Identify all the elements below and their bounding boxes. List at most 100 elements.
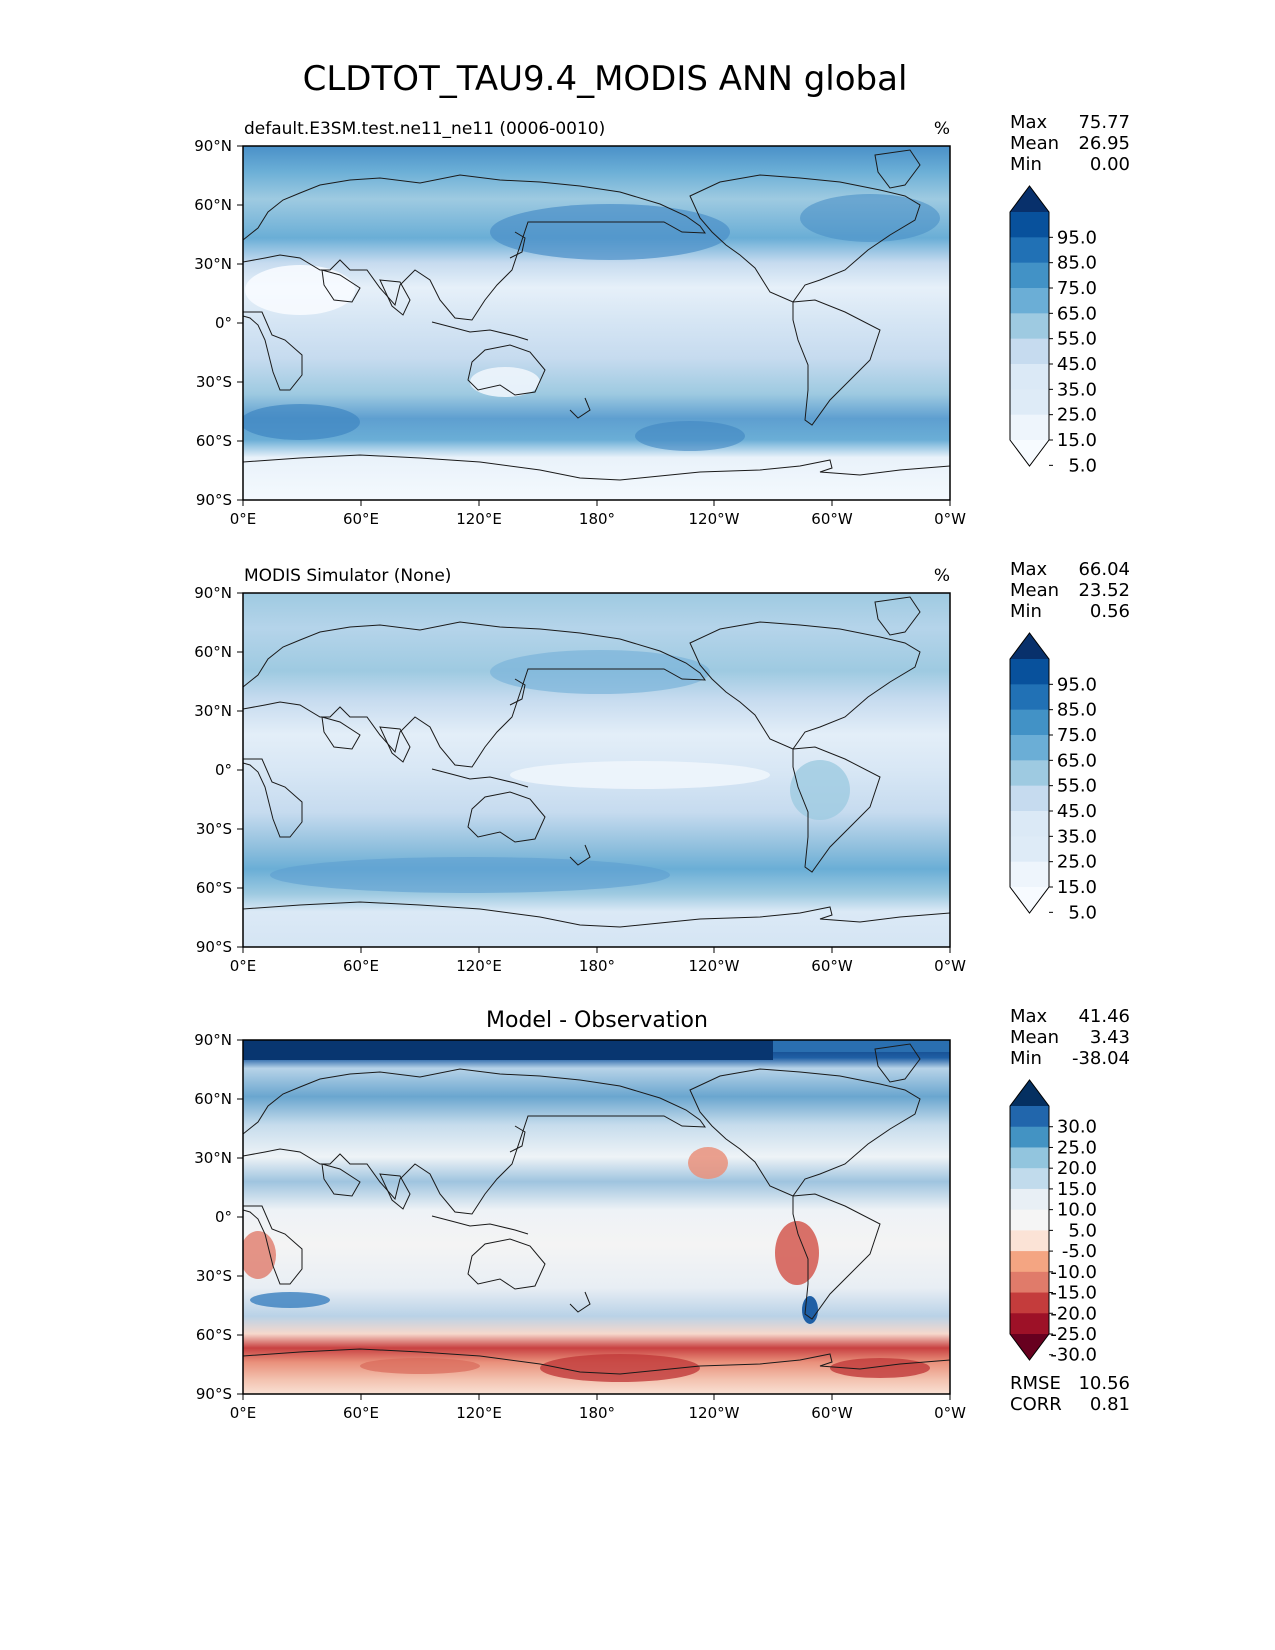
stat-mean-label: Mean <box>1010 580 1059 601</box>
colorbar-tick-label: -15.0 <box>1050 1283 1097 1304</box>
colorbar-tick-label: 20.0 <box>1057 1158 1097 1179</box>
antarctica-outline <box>243 901 950 928</box>
colorbar-segment <box>1010 836 1049 863</box>
lon-tick-label: 60°W <box>811 510 853 528</box>
stat-min-value: 0.00 <box>1090 154 1130 175</box>
lon-tick-label: 120°E <box>456 510 502 528</box>
colorbar-segment <box>1010 1126 1049 1148</box>
land-outline-layer <box>243 1043 950 1375</box>
colorbar-extend-max <box>1010 1080 1049 1106</box>
japan-outline <box>509 1125 526 1153</box>
colorbar-tick-label: 5.0 <box>1068 455 1097 476</box>
lat-tick-label: 30°N <box>194 702 232 720</box>
lon-tick-label: 180° <box>579 1404 615 1422</box>
colorbar-tick-label: 5.0 <box>1068 1220 1097 1241</box>
lon-tick-label: 120°W <box>689 510 740 528</box>
panel-difference-stats: Max 41.46 Mean 3.43 Min -38.04 RMSE 10.5… <box>1010 1006 1130 1415</box>
colorbar-tick-label: 85.0 <box>1057 700 1097 721</box>
colorbar-segment <box>1010 1271 1049 1294</box>
panel-reference-stats: Max 66.04 Mean 23.52 Min 0.56 <box>1010 559 1130 622</box>
india-outline <box>379 279 411 316</box>
panel-test-lat-axis: 90°N 60°N 30°N 0° 30°S 60°S 90°S <box>194 137 243 509</box>
panel-difference-map <box>243 1040 950 1394</box>
south-america-outline <box>792 746 881 873</box>
colorbar-extend-max <box>1010 186 1049 212</box>
stat-mean-value: 3.43 <box>1090 1027 1130 1048</box>
lat-tick-label: 90°S <box>196 938 232 956</box>
colorbar-extend-min <box>1010 887 1049 913</box>
colorbar-tick-label: 65.0 <box>1057 303 1097 324</box>
indonesia-outline <box>431 321 529 341</box>
stat-max-label: Max <box>1010 1006 1048 1027</box>
atlantic-storm-track-blob <box>800 194 940 242</box>
lon-tick-label: 120°W <box>689 957 740 975</box>
lat-tick-label: 60°N <box>194 643 232 661</box>
colorbar-tick-label: -30.0 <box>1050 1345 1097 1366</box>
africa-outline <box>243 758 303 838</box>
colorbar-segment <box>1010 785 1049 812</box>
stat-mean-value: 23.52 <box>1078 580 1130 601</box>
lat-tick-label: 90°S <box>196 1385 232 1403</box>
lat-tick-label: 30°N <box>194 255 232 273</box>
colorbar-tick-label: 10.0 <box>1057 1200 1097 1221</box>
panel-test-title: default.E3SM.test.ne11_ne11 (0006-0010) <box>244 119 605 139</box>
lon-tick-label: 120°E <box>456 1404 502 1422</box>
figure-title: CLDTOT_TAU9.4_MODIS ANN global <box>303 59 908 99</box>
colorbar-tick-label: 55.0 <box>1057 776 1097 797</box>
lat-tick-label: 90°S <box>196 491 232 509</box>
colorbar-tick-label: 55.0 <box>1057 329 1097 350</box>
lat-tick-label: 90°N <box>194 137 232 155</box>
panel-reference-units: % <box>934 566 950 586</box>
eurasia-outline <box>243 1068 707 1215</box>
colorbar-segment <box>1010 1106 1049 1128</box>
colorbar-segment <box>1010 1188 1049 1211</box>
australia-outline <box>467 344 546 396</box>
north-america-outline <box>689 174 921 303</box>
australia-outline <box>467 1238 546 1290</box>
antarctic-negative-blob <box>360 1358 480 1374</box>
stat-max-label: Max <box>1010 559 1048 580</box>
colorbar-tick-label: 65.0 <box>1057 750 1097 771</box>
lon-tick-label: 120°W <box>689 1404 740 1422</box>
colorbar-segment <box>1010 861 1049 888</box>
lat-tick-label: 30°S <box>196 820 232 838</box>
stat-max-label: Max <box>1010 112 1048 133</box>
lat-tick-label: 30°N <box>194 1149 232 1167</box>
north-america-outline <box>689 1068 921 1197</box>
arctic-positive-band <box>243 1040 773 1060</box>
lat-tick-label: 60°S <box>196 879 232 897</box>
lon-tick-label: 60°W <box>811 1404 853 1422</box>
lon-tick-label: 60°E <box>343 1404 379 1422</box>
stat-mean-label: Mean <box>1010 1027 1059 1048</box>
colorbar-segment <box>1010 338 1049 365</box>
southern-ocean-blob <box>243 404 360 440</box>
rmse-value: 10.56 <box>1078 1373 1130 1394</box>
colorbar-segment <box>1010 1230 1049 1252</box>
lat-tick-label: 0° <box>215 1208 232 1226</box>
colorbar-segment <box>1010 1209 1049 1231</box>
corr-label: CORR <box>1010 1394 1062 1415</box>
stat-min-label: Min <box>1010 601 1042 622</box>
lat-tick-label: 30°S <box>196 373 232 391</box>
lon-tick-label: 0°W <box>934 957 966 975</box>
south-america-outline <box>792 1193 881 1320</box>
colorbar-extend-min <box>1010 440 1049 466</box>
lat-tick-label: 0° <box>215 314 232 332</box>
land-outline-layer <box>243 596 950 928</box>
arctic-positive-band-east <box>773 1040 950 1052</box>
panel-difference-title: Model - Observation <box>486 1008 708 1033</box>
pacific-storm-track-blob <box>490 204 730 260</box>
panel-difference-lat-axis: 90°N 60°N 30°N 0° 30°S 60°S 90°S <box>194 1031 243 1403</box>
panel-test-stats: Max 75.77 Mean 26.95 Min 0.00 <box>1010 112 1130 175</box>
lat-tick-label: 90°N <box>194 584 232 602</box>
colorbar-segment <box>1010 735 1049 761</box>
panel-test-lon-axis: 0°E 60°E 120°E 180° 120°W 60°W 0°W <box>230 500 966 528</box>
colorbar-tick-label: 35.0 <box>1057 826 1097 847</box>
rmse-label: RMSE <box>1010 1373 1061 1394</box>
colorbar-tick-label: 15.0 <box>1057 430 1097 451</box>
lon-tick-label: 180° <box>579 510 615 528</box>
new-zealand-outline <box>569 397 591 419</box>
colorbar-tick-label: 45.0 <box>1057 801 1097 822</box>
japan-outline <box>509 678 526 706</box>
itcz-clear-blob <box>510 761 770 789</box>
